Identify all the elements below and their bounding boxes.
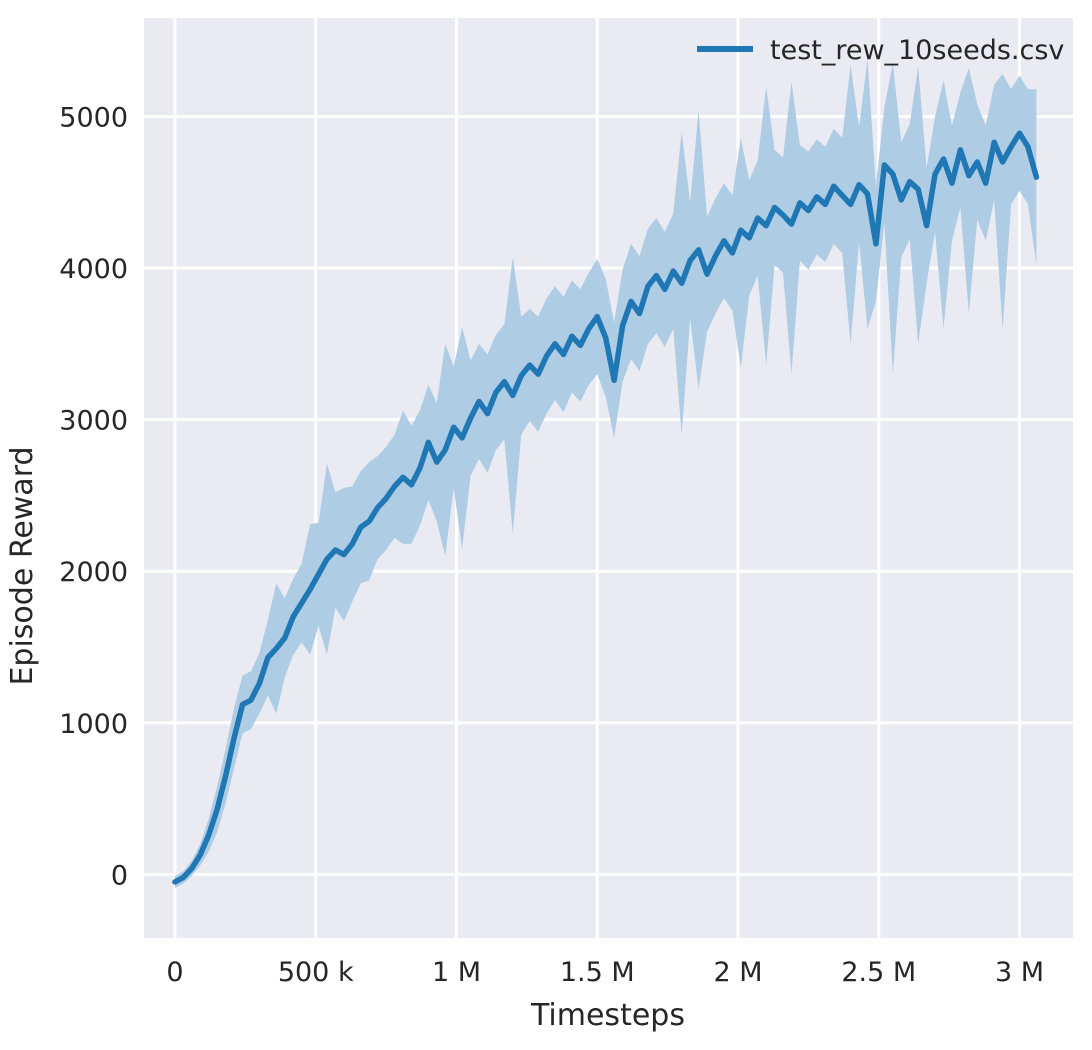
series-line-test_rew_10seeds [172,130,1040,885]
x-tick-label-2: 1 M [432,957,481,988]
x-tick-label-4: 2 M [713,957,762,988]
x-tick-label-6: 3 M [995,957,1044,988]
legend[interactable]: test_rew_10seeds.csv [697,35,1064,66]
y-tick-label-5: 5000 [59,103,128,134]
y-tick-label-0: 0 [111,860,128,891]
x-tick-label-1: 500 k [278,957,354,988]
y-tick-label-3: 3000 [59,406,128,437]
x-axis-tick-labels: 0 500 k 1 M 1.5 M 2 M 2.5 M 3 M [166,957,1044,988]
x-tick-label-3: 1.5 M [560,957,635,988]
x-tick-label-5: 2.5 M [841,957,916,988]
legend-label-0: test_rew_10seeds.csv [770,35,1064,66]
x-tick-label-0: 0 [166,957,183,988]
y-tick-label-1: 1000 [59,709,128,740]
confidence-band [174,58,1037,888]
x-axis-title: Timesteps [530,998,685,1033]
y-tick-label-2: 2000 [59,557,128,588]
y-axis-title: Episode Reward [5,446,40,685]
y-tick-label-4: 4000 [59,254,128,285]
y-axis-tick-labels: 0 1000 2000 3000 4000 5000 [59,103,128,892]
